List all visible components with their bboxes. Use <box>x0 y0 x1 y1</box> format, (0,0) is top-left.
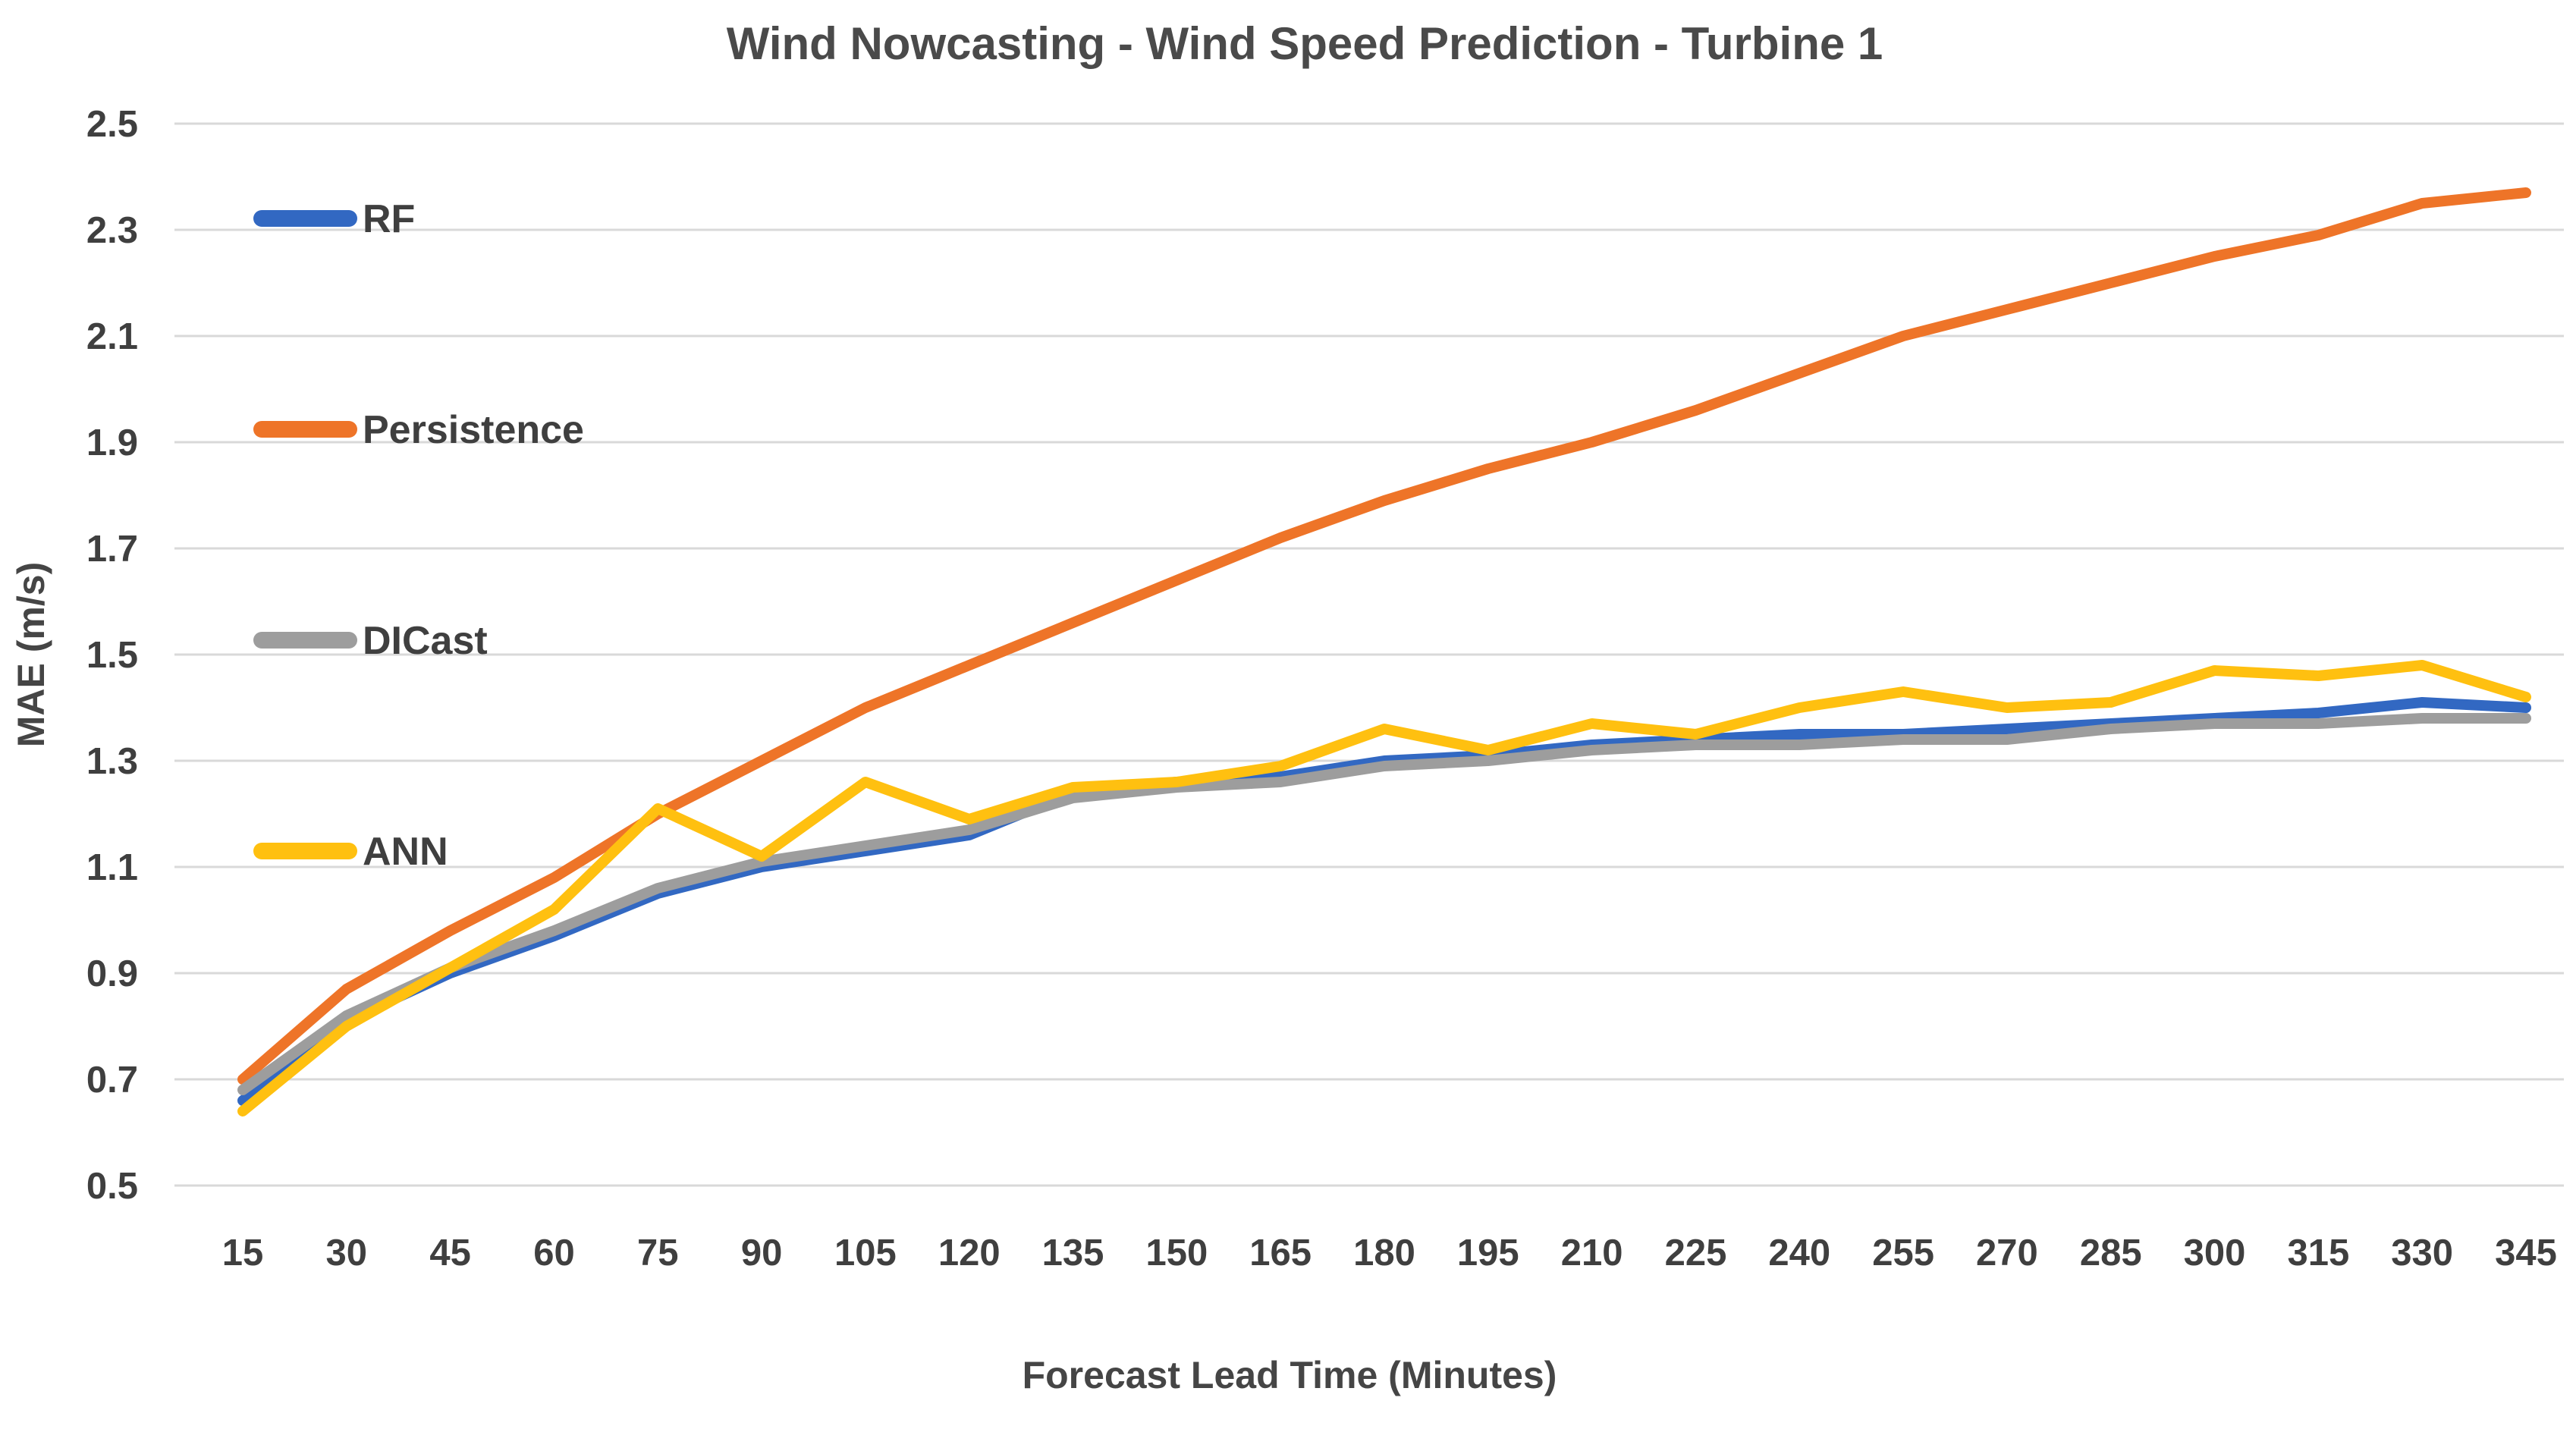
y-tick-label: 1.1 <box>86 847 138 888</box>
x-tick-label: 135 <box>1042 1233 1104 1274</box>
series-line-persistence <box>237 187 2531 1085</box>
x-tick-label: 180 <box>1353 1233 1415 1274</box>
x-tick-label: 60 <box>533 1233 575 1274</box>
x-tick-label: 45 <box>429 1233 471 1274</box>
y-tick-label: 1.5 <box>86 635 138 676</box>
x-tick-label: 240 <box>1768 1233 1830 1274</box>
x-tick-label: 150 <box>1145 1233 1208 1274</box>
series-lines <box>237 187 2531 1117</box>
x-tick-label: 75 <box>637 1233 679 1274</box>
x-tick-label: 300 <box>2184 1233 2246 1274</box>
chart-title: Wind Nowcasting - Wind Speed Prediction … <box>727 18 1883 69</box>
x-tick-label: 165 <box>1249 1233 1312 1274</box>
series-line-dicast <box>237 713 2531 1095</box>
x-tick-label: 270 <box>1976 1233 2038 1274</box>
x-tick-label: 255 <box>1872 1233 1934 1274</box>
x-tick-label: 120 <box>938 1233 1001 1274</box>
legend-item-rf: RF <box>253 197 415 241</box>
y-axis-tick-labels: 0.5 0.7 0.9 1.1 1.3 1.5 1.7 1.9 2.1 2.3 2.5 <box>86 104 138 1207</box>
x-tick-label: 195 <box>1457 1233 1519 1274</box>
x-tick-label: 105 <box>834 1233 897 1274</box>
x-tick-label: 285 <box>2080 1233 2142 1274</box>
y-tick-label: 1.3 <box>86 741 138 782</box>
legend: RF Persistence DICast ANN <box>253 197 584 874</box>
y-tick-label: 1.7 <box>86 529 138 570</box>
gridlines <box>174 122 2564 1187</box>
y-tick-label: 0.7 <box>86 1060 138 1101</box>
y-tick-label: 2.3 <box>86 210 138 251</box>
x-tick-label: 210 <box>1561 1233 1623 1274</box>
y-tick-label: 2.5 <box>86 104 138 145</box>
legend-item-dicast: DICast <box>253 619 488 663</box>
x-axis-title: Forecast Lead Time (Minutes) <box>1023 1354 1557 1396</box>
x-tick-label: 15 <box>222 1233 264 1274</box>
x-tick-label: 330 <box>2391 1233 2453 1274</box>
x-tick-label: 90 <box>741 1233 783 1274</box>
x-tick-label: 30 <box>326 1233 368 1274</box>
legend-label-rf: RF <box>363 197 415 241</box>
series-line-ann <box>237 660 2531 1117</box>
legend-label-ann: ANN <box>363 830 448 874</box>
y-tick-label: 0.9 <box>86 953 138 994</box>
x-tick-label: 225 <box>1665 1233 1727 1274</box>
x-tick-label: 315 <box>2287 1233 2349 1274</box>
x-axis-tick-labels: 15 30 45 60 75 90 105 120 135 150 165 180 195 210 225 2… <box>222 1233 2557 1274</box>
legend-item-persistence: Persistence <box>253 408 584 452</box>
y-tick-label: 2.1 <box>86 316 138 357</box>
y-axis-title: MAE (m/s) <box>10 562 52 747</box>
y-tick-label: 0.5 <box>86 1166 138 1207</box>
x-tick-label: 345 <box>2495 1233 2557 1274</box>
legend-label-persistence: Persistence <box>363 408 584 452</box>
legend-item-ann: ANN <box>253 830 448 874</box>
y-tick-label: 1.9 <box>86 422 138 463</box>
legend-label-dicast: DICast <box>363 619 488 663</box>
